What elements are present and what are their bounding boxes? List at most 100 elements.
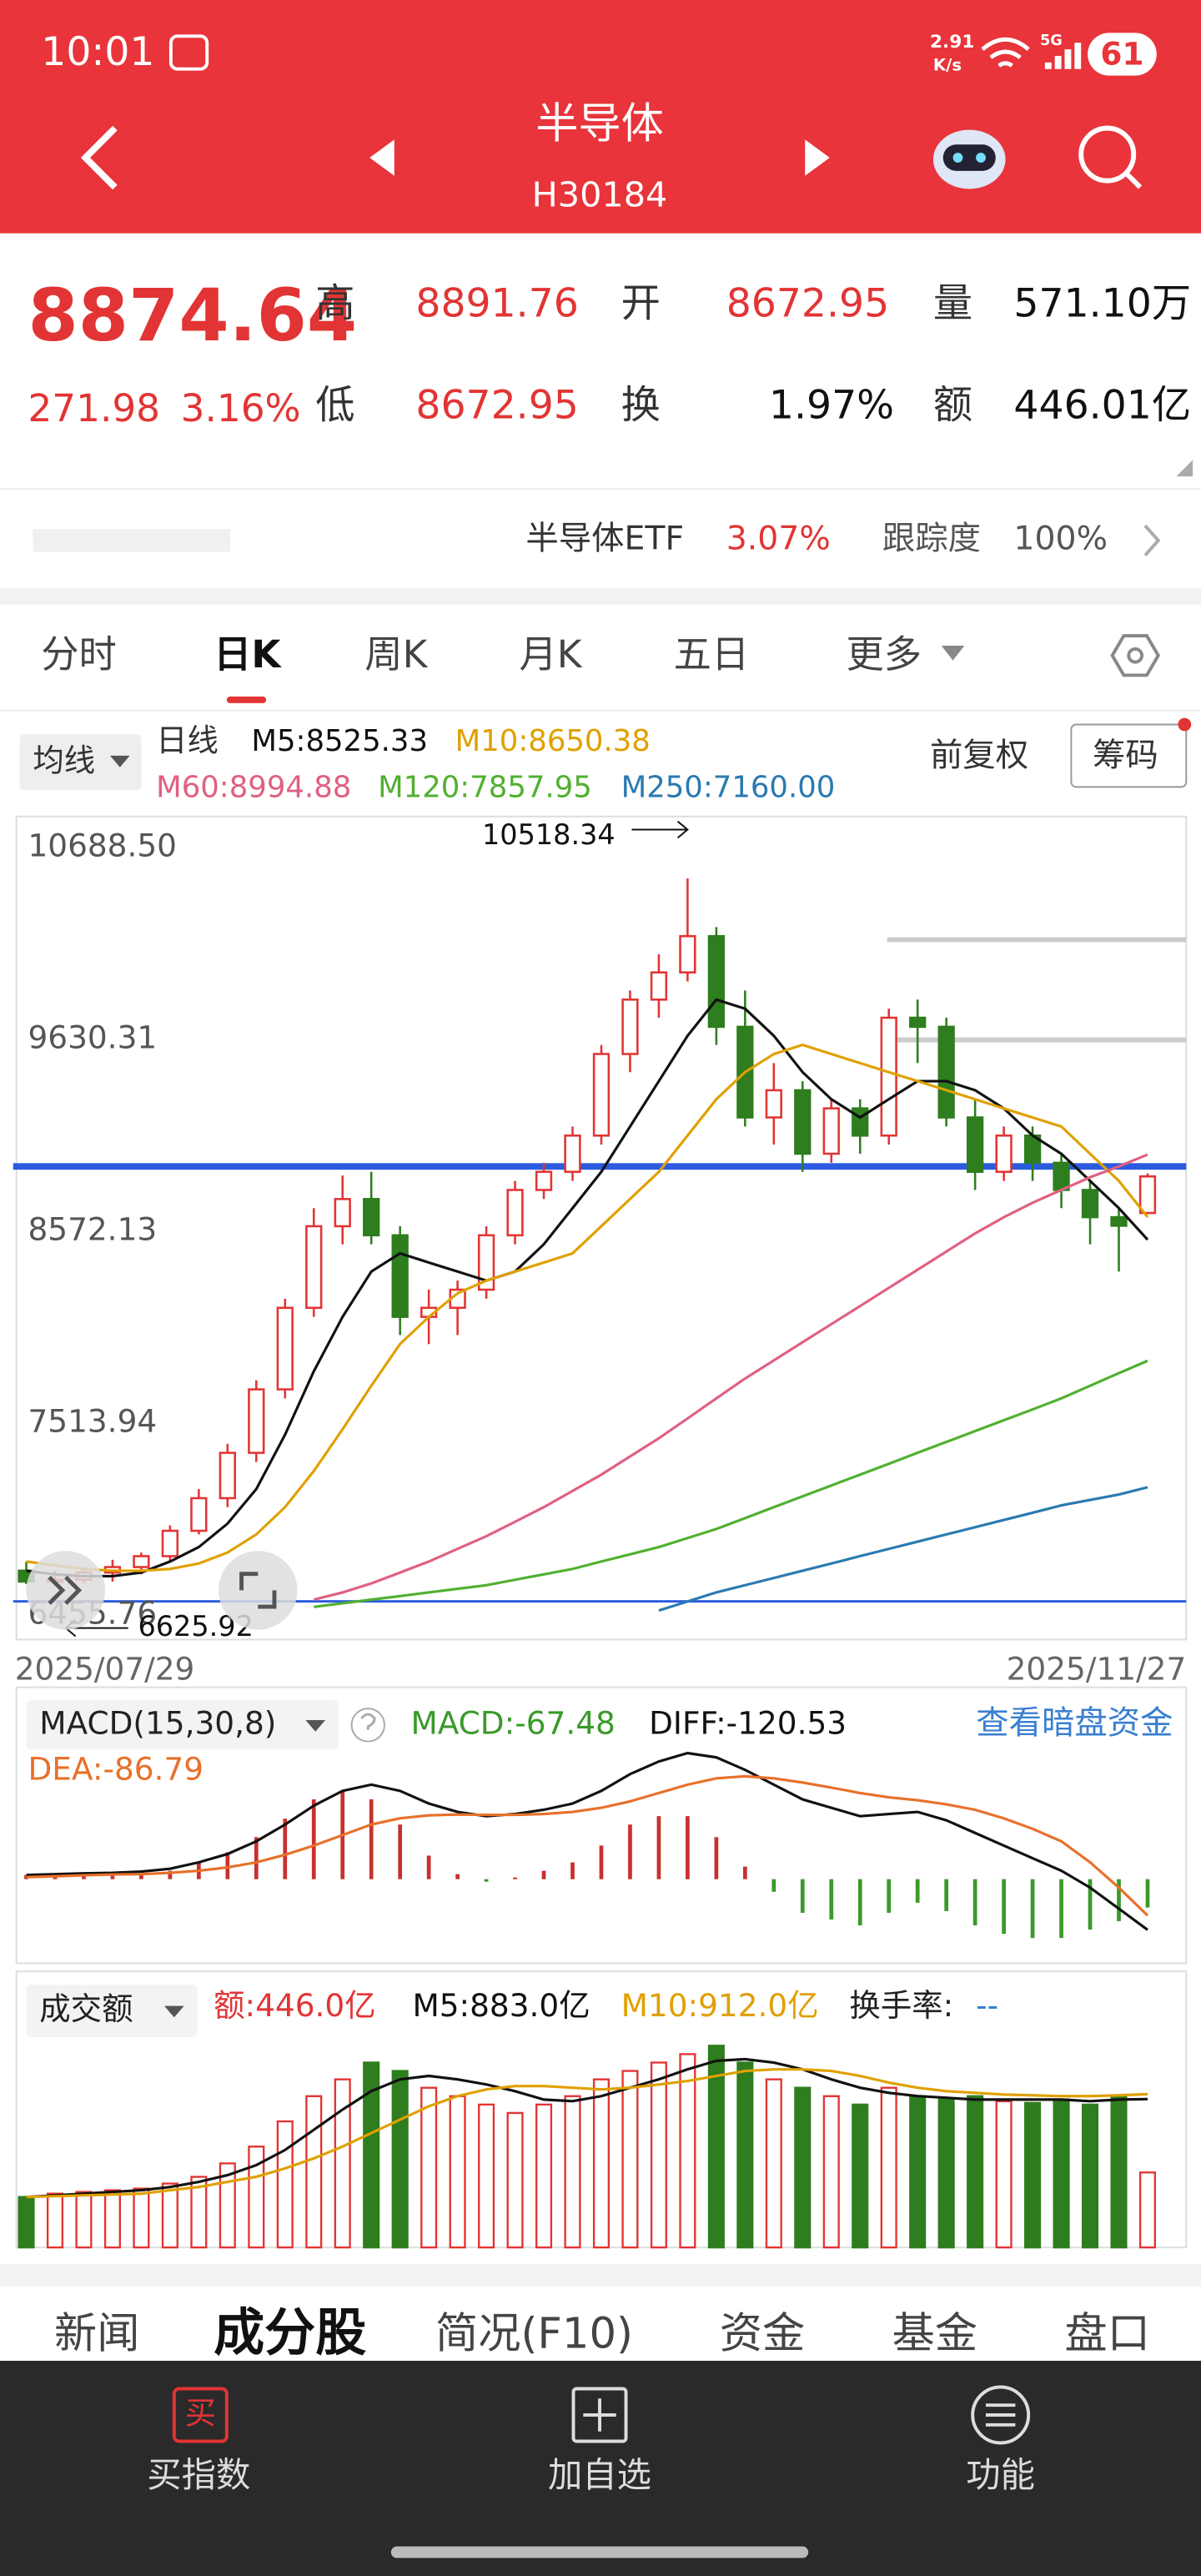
legend-entry: M10:912.0亿 [621,1987,819,2024]
macd-bar [857,1879,862,1926]
bottom-tabs: 新闻 成分股 简况(F10) 资金 基金 盘口 [54,2303,1150,2362]
value: 571.10万 [1013,280,1191,326]
chips-button[interactable]: 筹码 [1093,736,1158,774]
candle-body [1110,1215,1128,1227]
candle-body [334,1198,351,1228]
robot-button[interactable] [932,129,1006,189]
battery-level: 61 [1100,35,1143,72]
blurred-banner [33,529,230,552]
bottom-tab[interactable]: 基金 [892,2308,977,2358]
macd-title[interactable]: MACD(15,30,8) [39,1704,276,1741]
macd-button-bg[interactable] [26,1700,339,1750]
dark-pool-link[interactable]: 查看暗盘资金 [976,1703,1173,1742]
candle-body [535,1170,553,1191]
y-tick-label: 8572.13 [28,1211,157,1248]
bottom-tab[interactable]: 新闻 [54,2308,139,2358]
label: 低 [315,382,354,428]
macd-bar [254,1837,259,1879]
macd-bar [1117,1879,1121,1922]
tab[interactable]: 更多 [847,632,922,677]
macd-bar [484,1879,489,1882]
label: 高 [315,280,354,326]
tab[interactable]: 周K [364,632,428,677]
volume-bar [506,2111,524,2249]
x-label: 2025/11/27 [1007,1650,1187,1687]
menu-icon[interactable] [971,2385,1031,2445]
volume-bar [363,2061,380,2249]
value: 8891.76 [415,280,578,326]
volume-bar [822,2095,840,2249]
settings-dot [1127,647,1144,664]
caret [163,2005,184,2018]
volume-bar [276,2120,294,2249]
adjust-button[interactable]: 前复权 [930,736,1028,774]
nav-item[interactable]: 加自选 [548,2455,651,2495]
legend-entry: M60:8994.88 [156,770,351,804]
ma-button[interactable]: 均线 [33,742,95,778]
volume-bar [478,2103,495,2249]
expand-corner[interactable] [1176,460,1193,477]
macd-bar [714,1837,719,1879]
candle-body [391,1234,409,1318]
volume-bar [161,2182,178,2249]
add-icon[interactable] [571,2387,628,2443]
nav-item[interactable]: 功能 [966,2455,1035,2495]
etf-pct: 3.07% [726,519,831,557]
volume-bar [420,2086,438,2249]
period: 日线 [156,722,219,759]
change-pct: 3.16% [181,386,301,430]
ma-line [314,1359,1148,1608]
etf-name[interactable]: 半导体ETF [525,519,684,557]
bottom-tab[interactable]: 成分股 [214,2303,366,2362]
candle-body [1053,1161,1070,1191]
volume-ma-line [26,2057,1148,2199]
legend-entry: M120:7857.95 [378,770,592,804]
divider [0,487,1201,490]
tab[interactable]: 分时 [41,632,117,677]
search-button[interactable] [1078,125,1143,189]
ma-button-bg[interactable] [19,734,142,791]
volume-bar [1110,2095,1128,2249]
buy-icon-text: 买 [185,2395,216,2432]
index-code: H30184 [532,174,668,214]
volume-bar [852,2103,869,2249]
buy-icon[interactable] [172,2387,229,2443]
next-button[interactable] [805,139,830,176]
volume-button-bg[interactable] [26,1985,198,2038]
nav-item[interactable]: 买指数 [147,2455,250,2495]
ma-line [658,1486,1148,1613]
volume-bar [679,2053,696,2249]
macd-bar [1030,1879,1035,1939]
bottom-tab[interactable]: 简况(F10) [435,2308,633,2358]
price-line [13,1163,1187,1170]
volume-bar [995,2100,1013,2249]
volume-bar [880,2086,897,2249]
settings-button[interactable] [1110,634,1161,677]
macd-bar [599,1845,604,1879]
volume-title[interactable]: 成交额 [39,1990,133,2027]
help-icon[interactable] [350,1708,385,1743]
macd-bar [139,1874,143,1879]
chips-button-bg[interactable] [1070,723,1188,788]
divider [0,709,1201,712]
candle-body [190,1497,208,1532]
bottom-tab[interactable]: 资金 [720,2308,805,2358]
tab[interactable]: 五日 [674,632,750,677]
overlay-buttons[interactable] [26,1551,298,1630]
back-button[interactable] [80,125,118,190]
bottom-tab[interactable]: 盘口 [1064,2308,1149,2358]
macd-bar [944,1879,949,1911]
ref-lines [887,937,1187,1043]
candle-body [909,1016,927,1029]
tab[interactable]: 日K [214,632,282,677]
volume-bar [564,2095,581,2249]
macd-bar [82,1874,86,1879]
prev-button[interactable] [369,139,394,176]
volume-bar [621,2070,639,2249]
tab[interactable]: 月K [519,632,582,677]
candle-body [822,1107,840,1155]
y-tick-label: 9630.31 [28,1019,157,1056]
candle-body [621,999,639,1055]
candle-body [305,1225,323,1310]
